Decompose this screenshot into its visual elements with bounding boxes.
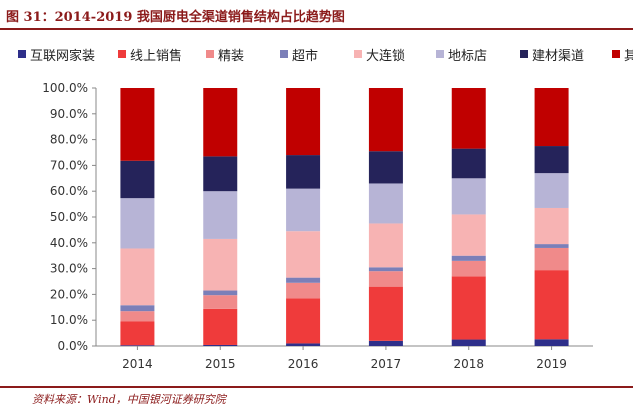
bar-segment (451, 178, 486, 215)
bar-segment (534, 244, 569, 248)
y-tick-label: 10.0% (50, 313, 88, 327)
bar-segment (286, 88, 321, 156)
x-tick-label: 2014 (122, 357, 153, 371)
x-tick-label: 2017 (371, 357, 402, 371)
bar-segment (120, 248, 155, 306)
source-note: 资料来源：Wind，中国银河证券研究院 (32, 393, 226, 406)
bar-segment (203, 191, 238, 239)
bar-segment (120, 311, 155, 322)
source-bar: 资料来源：Wind，中国银河证券研究院 (0, 386, 633, 409)
bar-segment (368, 340, 403, 346)
bar-segment (203, 88, 238, 157)
y-tick-label: 100.0% (42, 81, 88, 95)
y-tick-label: 40.0% (50, 236, 88, 250)
x-tick-label: 2016 (288, 357, 319, 371)
legend-item: 互联网家装 (18, 44, 95, 64)
bar-segment (534, 247, 569, 271)
x-tick-label: 2015 (205, 357, 236, 371)
bar-segment (368, 267, 403, 272)
legend-swatch (206, 50, 214, 58)
bar-segment (534, 173, 569, 208)
bar-segment (203, 308, 238, 345)
bar-segment (120, 88, 155, 161)
legend-label: 线上销售 (130, 48, 183, 64)
bar-segment (368, 286, 403, 341)
legend-label: 地标店 (448, 48, 488, 64)
bar-segment (120, 305, 155, 312)
bar-segment (534, 339, 569, 346)
legend-item: 地标店 (436, 44, 487, 64)
legend-swatch (354, 50, 362, 58)
bar-segment (534, 270, 569, 340)
bar-segment (451, 214, 486, 256)
y-tick-label: 90.0% (50, 107, 88, 121)
y-tick-label: 80.0% (50, 133, 88, 147)
stacked-bar-chart: 0.0% 10.0% 20.0% 30.0% 40.0% 50.0% 60.0% 70.0% 8… (42, 81, 593, 371)
bar-segment (368, 223, 403, 268)
bar-segment (203, 238, 238, 291)
y-tick-label: 20.0% (50, 287, 88, 301)
bar-segment (120, 160, 155, 199)
legend-label: 其他 (624, 48, 633, 64)
legend-item: 线上销售 (118, 44, 182, 64)
y-tick-label: 30.0% (50, 262, 88, 276)
bar-segment (451, 339, 486, 346)
x-tick-label: 2019 (536, 357, 567, 371)
bar-segment (286, 282, 321, 299)
legend-item: 其他 (612, 44, 633, 64)
legend-label: 互联网家装 (30, 48, 96, 64)
y-tick-label: 0.0% (58, 339, 89, 353)
bar-segment (286, 231, 321, 278)
legend-label: 大连锁 (366, 48, 406, 64)
bar-segment (286, 155, 321, 189)
bar-segment (534, 146, 569, 174)
bar-segment (368, 271, 403, 287)
title-bar: 图 31：2014-2019 我国厨电全渠道销售结构占比趋势图 (0, 0, 633, 30)
y-tick-label: 70.0% (50, 158, 88, 172)
chart-title: 图 31：2014-2019 我国厨电全渠道销售结构占比趋势图 (6, 10, 345, 25)
legend-label: 精装 (218, 48, 245, 64)
legend-swatch (436, 50, 444, 58)
legend-swatch (520, 50, 528, 58)
bar-segment (368, 151, 403, 184)
bar-segment (286, 343, 321, 346)
bar-segment (120, 345, 155, 346)
bar-segment (451, 255, 486, 261)
bar-segment (534, 88, 569, 147)
legend-item: 超市 (280, 44, 318, 64)
bar-segment (368, 183, 403, 224)
legend-item: 建材渠道 (520, 44, 584, 64)
bar-segment (534, 207, 569, 245)
legend-swatch (612, 50, 620, 58)
bar-segment (203, 295, 238, 309)
bar-segment (451, 260, 486, 277)
legend: 互联网家装 线上销售 精装 超市 大连锁 地标店 建材渠道 其他 (0, 44, 633, 64)
bar-segment (286, 298, 321, 344)
legend-item: 大连锁 (354, 44, 405, 64)
legend-swatch (118, 50, 126, 58)
bar-segment (368, 88, 403, 152)
bar-segment (286, 188, 321, 232)
bar-segment (203, 156, 238, 192)
bar-segment (286, 277, 321, 283)
bar-segment (203, 290, 238, 296)
legend-swatch (280, 50, 288, 58)
bar-segment (451, 148, 486, 179)
legend-item: 精装 (206, 44, 244, 64)
y-tick-label: 60.0% (50, 184, 88, 198)
bar-segment (451, 88, 486, 149)
y-tick-label: 50.0% (50, 210, 88, 224)
legend-label: 超市 (292, 48, 319, 64)
bar-segment (451, 276, 486, 340)
bar-segment (203, 344, 238, 346)
x-tick-label: 2018 (453, 357, 484, 371)
legend-swatch (18, 50, 26, 58)
legend-label: 建材渠道 (532, 48, 585, 64)
bar-segment (120, 198, 155, 249)
bar-segment (120, 321, 155, 346)
